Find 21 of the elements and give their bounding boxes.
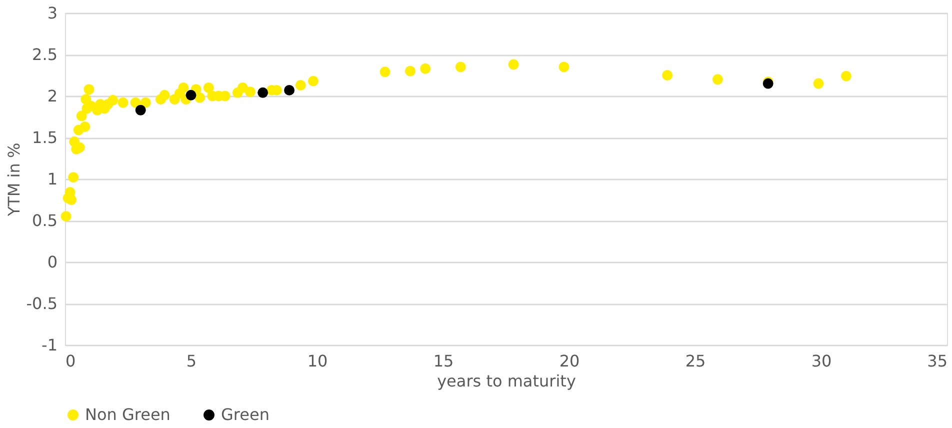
y-tick-label: -1 [42, 336, 58, 354]
y-tick-label: 1 [47, 170, 58, 188]
x-tick-label: 20 [559, 352, 580, 370]
legend-label: Green [221, 405, 270, 424]
y-axis-title: YTM in % [4, 142, 24, 218]
y-tick-label: 2 [47, 86, 58, 106]
x-tick-label: 5 [186, 352, 197, 370]
y-tick-label: 1.5 [32, 128, 58, 147]
y-tick-label: 0.5 [32, 211, 58, 230]
x-tick-label: 35 [927, 352, 948, 370]
y-tick-label: -0.5 [26, 294, 58, 313]
x-axis-title: years to maturity [437, 372, 576, 390]
x-tick-label: 25 [685, 352, 706, 370]
x-tick-label: 10 [307, 352, 328, 370]
x-tick-label: 30 [811, 352, 832, 370]
x-tick-label: 0 [66, 352, 76, 370]
x-tick-label: 15 [433, 352, 454, 370]
y-tick-label: 0 [47, 252, 58, 272]
y-tick-label: 2.5 [32, 45, 58, 64]
y-tick-label: 3 [47, 4, 58, 22]
legend-label: Non Green [85, 405, 170, 424]
